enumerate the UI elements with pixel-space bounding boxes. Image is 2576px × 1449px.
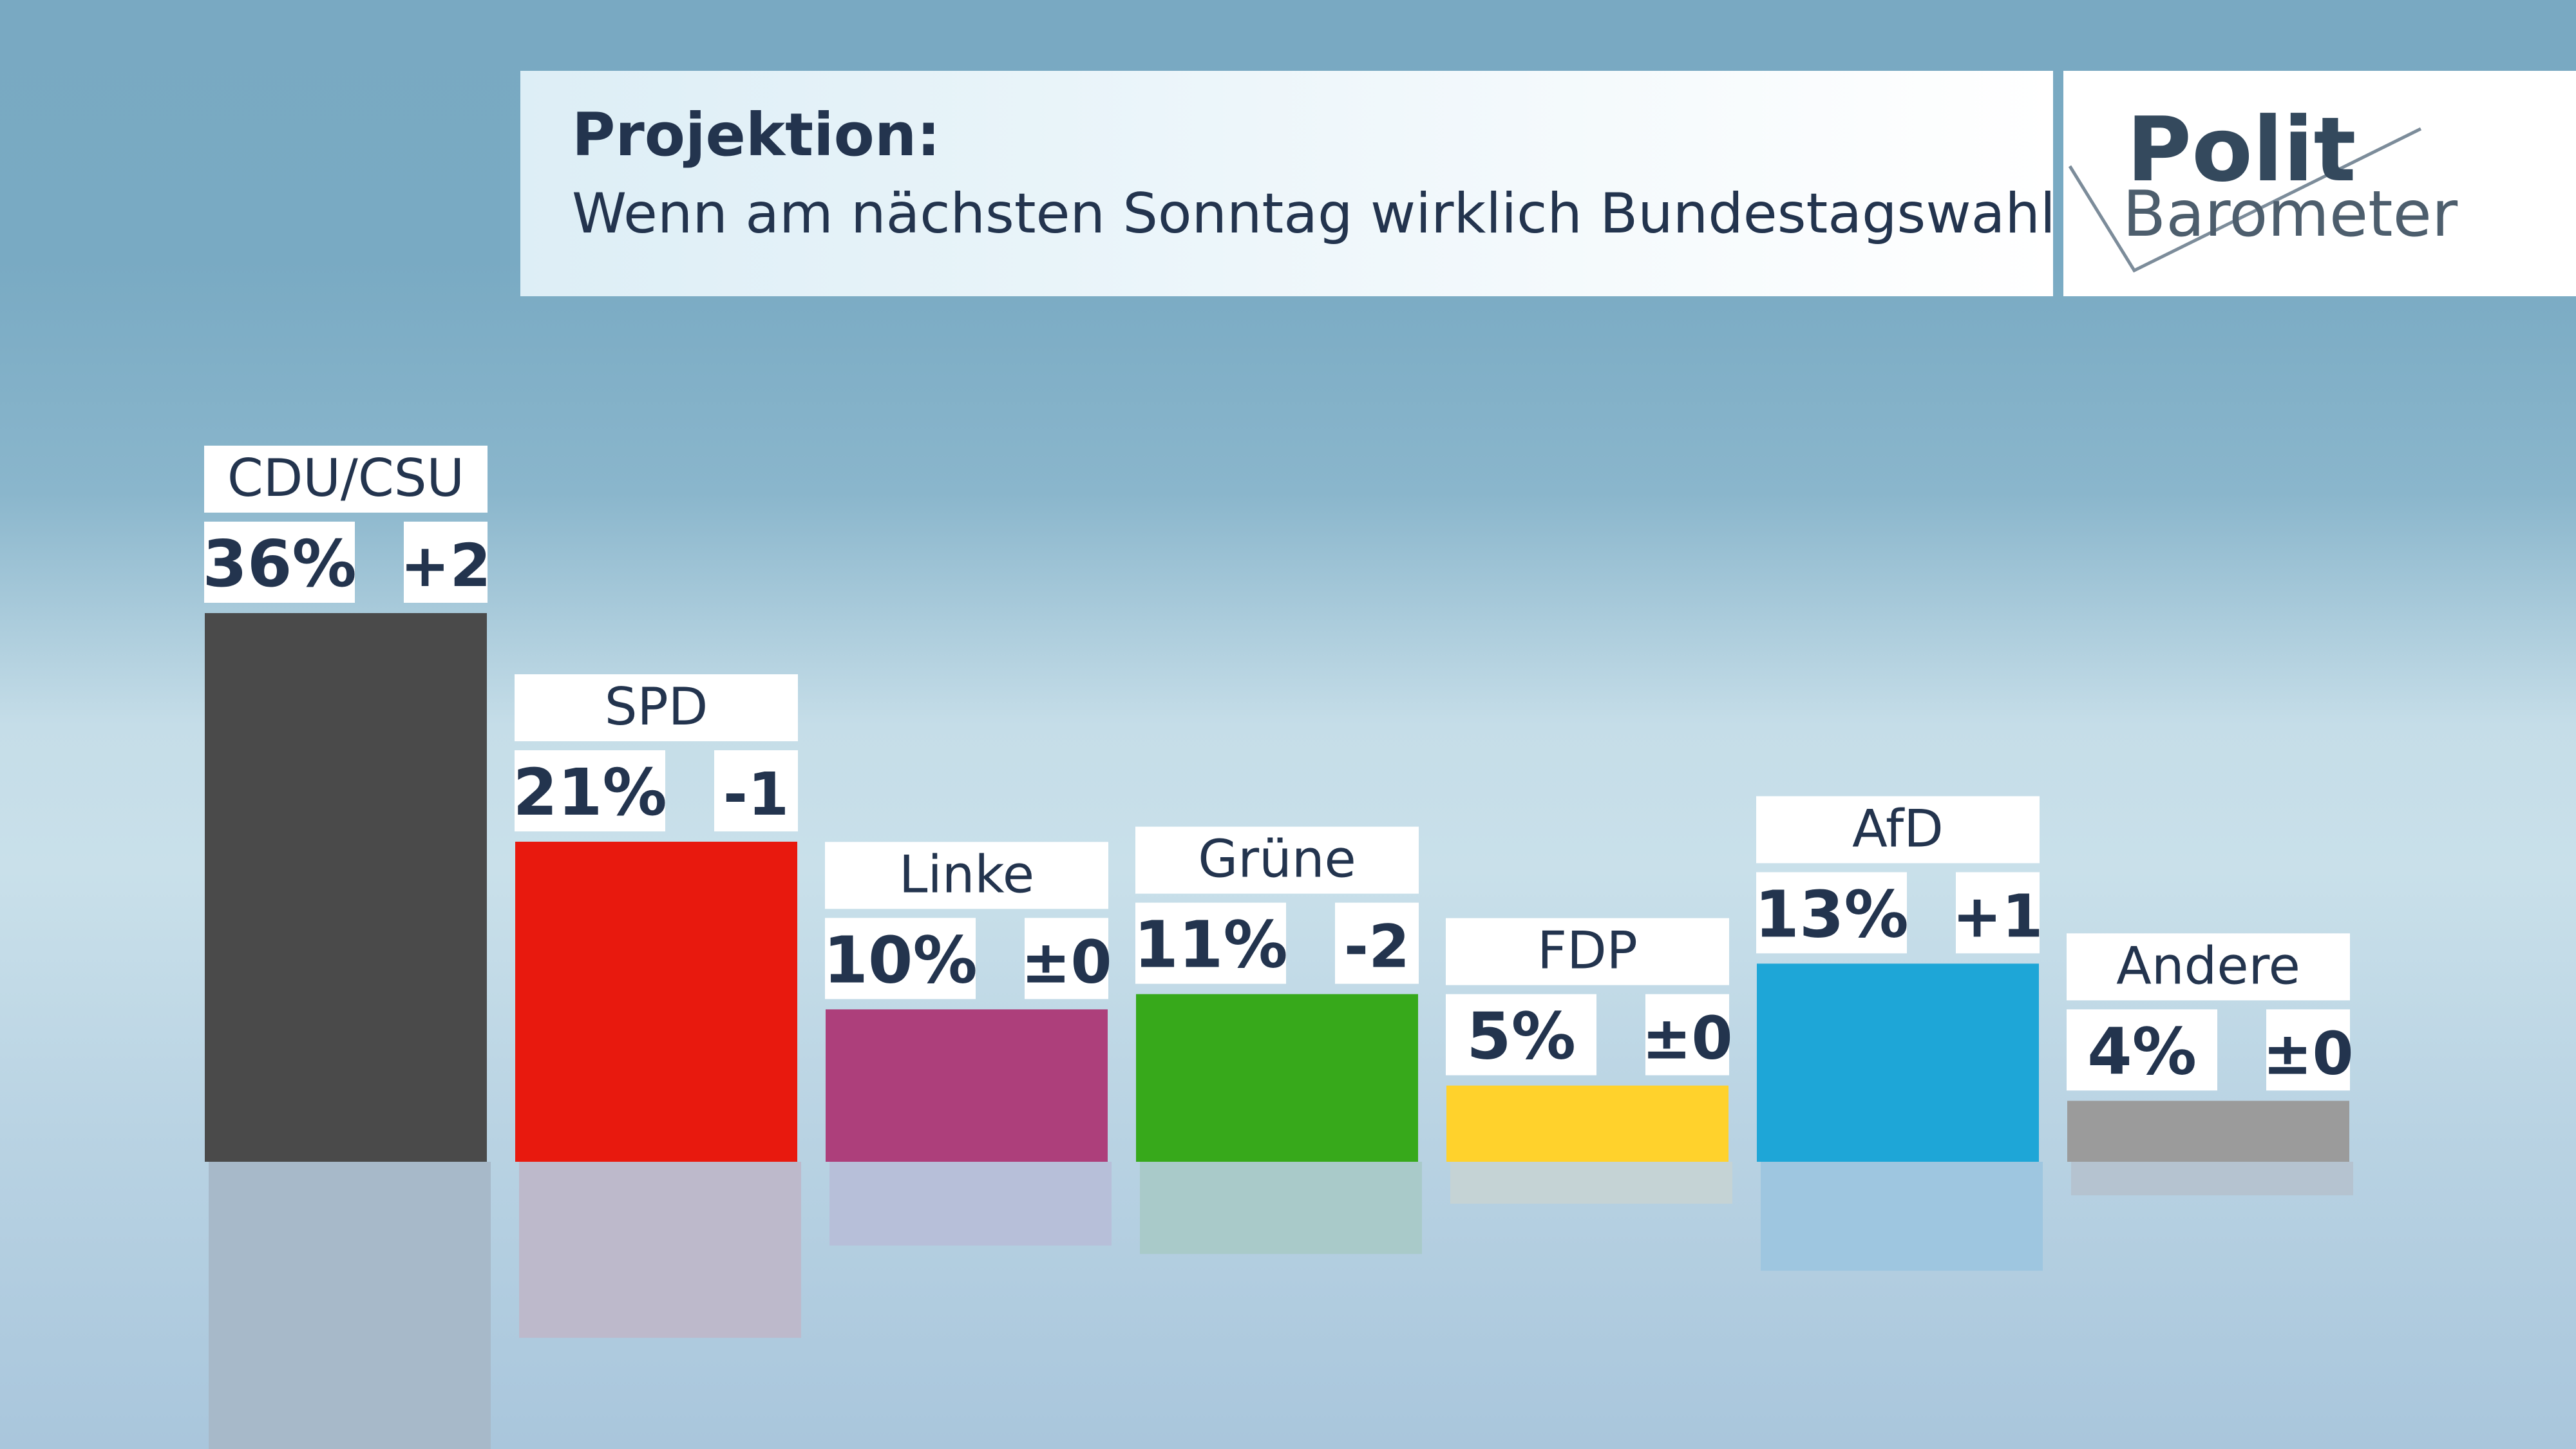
category-label: Grüne (1198, 829, 1356, 889)
value-label-box (515, 750, 665, 831)
checkmark-icon (2068, 127, 2422, 273)
bar-reflection-gr-ne (1140, 1162, 1422, 1255)
change-label-box (1956, 872, 2040, 954)
change-label: +1 (1952, 882, 2043, 951)
change-label-box (1645, 994, 1729, 1075)
category-label: SPD (605, 677, 708, 737)
category-label: Linke (899, 844, 1034, 904)
value-label: 11% (1133, 907, 1287, 983)
change-label-box (2266, 1009, 2350, 1091)
value-label: 21% (513, 755, 667, 830)
bar-reflection-afd (1761, 1162, 2043, 1271)
category-label: FDP (1537, 921, 1638, 981)
value-label: 5% (1466, 999, 1576, 1074)
category-label: AfD (1852, 799, 1944, 858)
change-label-box (714, 750, 798, 831)
bar-reflection-fdp (1450, 1162, 1732, 1204)
bar-reflection-cdu-csu (209, 1162, 491, 1449)
bar-linke (826, 1009, 1108, 1162)
value-label-box (1446, 994, 1596, 1075)
category-label-box (1135, 826, 1419, 894)
value-label: 36% (202, 526, 356, 601)
change-label: ±0 (1021, 927, 1112, 996)
logo-text-polit: Polit (2126, 98, 2356, 202)
value-label: 10% (823, 922, 977, 998)
change-label-box (404, 522, 488, 603)
value-label: 13% (1754, 876, 1908, 952)
change-label: ±0 (1642, 1004, 1732, 1073)
value-label-box (204, 522, 355, 603)
value-label-box (2067, 1009, 2217, 1091)
change-label-box (1335, 902, 1419, 984)
bar-reflection-spd (519, 1162, 801, 1338)
value-label-box (1135, 902, 1286, 984)
politbarometer-logo: Polit Barometer (2063, 71, 2576, 296)
category-label-box (2067, 933, 2350, 1001)
chart-title-box: Projektion: Wenn am nächsten Sonntag wir… (520, 71, 2278, 296)
value-label-box (825, 918, 976, 999)
category-label-box (1756, 796, 2040, 864)
bar-afd (1757, 963, 2039, 1162)
change-label-box (1025, 918, 1108, 999)
category-label-box (825, 842, 1108, 909)
chart-subtitle: Wenn am nächsten Sonntag wirklich Bundes… (572, 182, 2278, 246)
bar-andere (2067, 1101, 2349, 1162)
logo-text-barometer: Barometer (2123, 178, 2458, 251)
change-label: -1 (723, 760, 789, 829)
category-label-box (515, 674, 798, 741)
category-label-box (1446, 918, 1729, 985)
value-label: 4% (2087, 1014, 2197, 1089)
category-label: CDU/CSU (227, 448, 464, 508)
bar-spd (515, 842, 797, 1162)
category-label-box (204, 446, 488, 513)
bar-reflection-linke (829, 1162, 1112, 1246)
chart-title: Projektion: (572, 100, 941, 169)
bar-cdu-csu (205, 613, 487, 1162)
bar-fdp (1446, 1085, 1728, 1162)
category-label: Andere (2116, 936, 2300, 996)
bar-reflection-andere (2071, 1162, 2353, 1196)
change-label: +2 (400, 531, 491, 600)
logo-graphic: Polit Barometer (2068, 98, 2458, 273)
value-label-box (1756, 872, 1907, 954)
change-label: ±0 (2262, 1019, 2353, 1088)
bar-gr-ne (1136, 994, 1418, 1162)
change-label: -2 (1344, 913, 1410, 981)
